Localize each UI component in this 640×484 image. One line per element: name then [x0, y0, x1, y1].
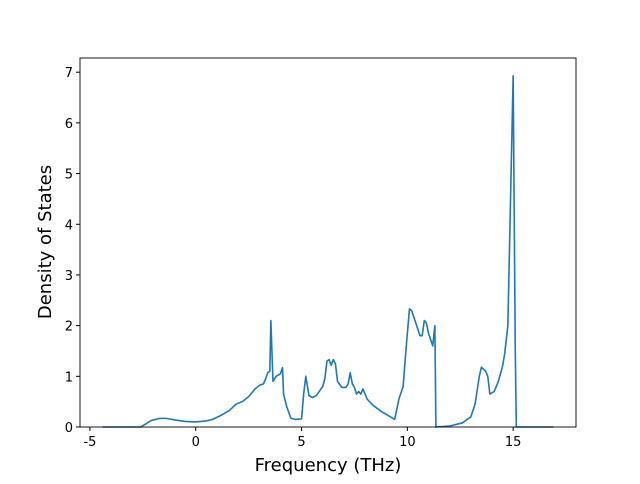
- x-tick-label: 10: [399, 435, 416, 450]
- y-tick-label: 3: [65, 269, 73, 284]
- x-tick-label: 5: [297, 435, 305, 450]
- x-tick-label: 15: [505, 435, 522, 450]
- y-axis-label: Density of States: [35, 165, 56, 319]
- y-tick-label: 6: [65, 117, 73, 132]
- x-axis-label: Frequency (THz): [255, 455, 402, 476]
- line-series: [102, 74, 554, 428]
- x-tick-label: 0: [192, 435, 200, 450]
- y-tick-label: 1: [65, 370, 73, 385]
- y-tick-label: 7: [65, 66, 73, 81]
- y-tick-label: 0: [65, 421, 73, 436]
- plot-frame: [79, 57, 577, 428]
- y-tick-label: 2: [65, 320, 73, 335]
- y-tick-label: 4: [65, 218, 73, 233]
- y-tick-label: 5: [65, 168, 73, 183]
- x-tick-label: -5: [83, 435, 96, 450]
